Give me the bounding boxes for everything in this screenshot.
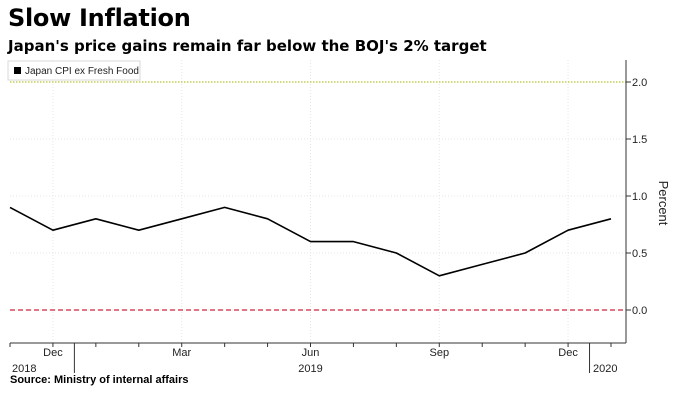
legend-swatch — [14, 67, 21, 74]
axes: 0.0 0.5 1.0 1.5 2.0 Dec Mar Jun Sep Dec 2018 2019 20… — [9, 60, 647, 375]
y-tick-label: 0.0 — [632, 305, 647, 317]
source-note: Source: Ministry of internal affairs — [10, 374, 189, 386]
legend-box — [7, 60, 141, 81]
x-tick-label: Jun — [302, 347, 320, 359]
y-tick-label: 0.5 — [632, 248, 647, 260]
year-label: 2018 — [12, 363, 36, 375]
y-tick-label: 2.0 — [632, 77, 647, 89]
reference-lines — [10, 81, 626, 311]
year-label: 2020 — [593, 363, 617, 375]
x-tick-label: Mar — [172, 347, 191, 359]
x-tick-label: Dec — [43, 347, 63, 359]
chart-title: Slow Inflation — [8, 4, 191, 32]
series-layer — [9, 206, 612, 277]
x-tick-label: Sep — [429, 347, 449, 359]
y-axis-label: Percent — [656, 181, 671, 226]
x-tick-label: Dec — [558, 347, 578, 359]
grid-lines — [10, 60, 626, 343]
legend: Japan CPI ex Fresh Food — [7, 60, 141, 81]
y-tick-label: 1.5 — [632, 134, 647, 146]
y-tick-label: 1.0 — [632, 191, 647, 203]
chart-subtitle: Japan's price gains remain far below the… — [8, 37, 487, 55]
legend-label: Japan CPI ex Fresh Food — [25, 66, 139, 77]
series-line — [9, 206, 612, 277]
year-label: 2019 — [298, 363, 322, 375]
